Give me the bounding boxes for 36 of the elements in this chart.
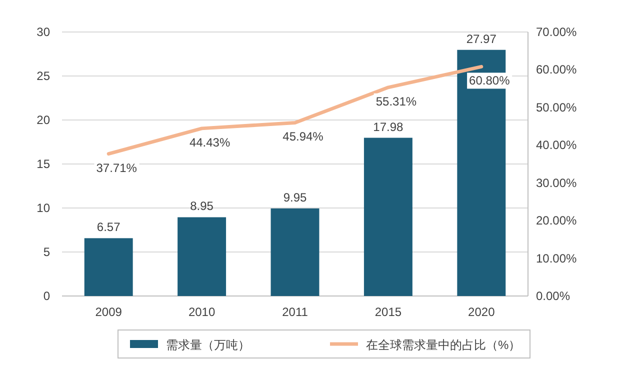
x-tick-label: 2015 — [374, 305, 402, 319]
y2-tick-label: 60.00% — [536, 62, 578, 77]
x-tick-label: 2011 — [282, 305, 308, 319]
bar — [178, 217, 226, 296]
data-label: 60.80% — [469, 74, 510, 88]
data-label: 9.95 — [283, 190, 307, 204]
data-label: 44.43% — [189, 135, 230, 150]
y2-tick-label: 20.00% — [536, 214, 578, 228]
y2-tick-label: 50.00% — [536, 100, 578, 114]
y-tick-label: 10 — [36, 201, 50, 215]
data-label: 45.94% — [282, 130, 324, 144]
y-tick-label: 0 — [43, 289, 50, 303]
x-tick-label: 2009 — [95, 305, 122, 319]
bar — [270, 208, 320, 296]
legend-label: 在全球需求量中的占比（%） — [366, 338, 521, 352]
data-label: 27.97 — [466, 32, 497, 46]
data-label: 37.71% — [96, 160, 138, 175]
y2-tick-label: 10.00% — [536, 251, 578, 266]
y-tick-label: 5 — [43, 245, 50, 259]
y-tick-label: 20 — [36, 113, 50, 127]
legend-label: 需求量（万吨） — [166, 338, 250, 352]
y2-tick-label: 0.00% — [536, 289, 570, 303]
y-tick-label: 15 — [36, 157, 50, 171]
data-label: 6.57 — [96, 220, 121, 234]
bar — [84, 238, 133, 296]
y2-tick-label: 30.00% — [536, 176, 578, 190]
x-tick-label: 2010 — [188, 305, 216, 319]
y2-tick-label: 40.00% — [536, 138, 578, 152]
y2-tick-label: 70.00% — [536, 25, 578, 39]
bar — [364, 138, 412, 296]
data-label: 55.31% — [376, 94, 417, 108]
y-tick-label: 30 — [36, 25, 50, 39]
data-label: 8.95 — [190, 199, 214, 214]
data-label: 17.98 — [373, 120, 404, 134]
x-tick-label: 2020 — [468, 305, 496, 319]
y-tick-label: 25 — [36, 69, 50, 83]
